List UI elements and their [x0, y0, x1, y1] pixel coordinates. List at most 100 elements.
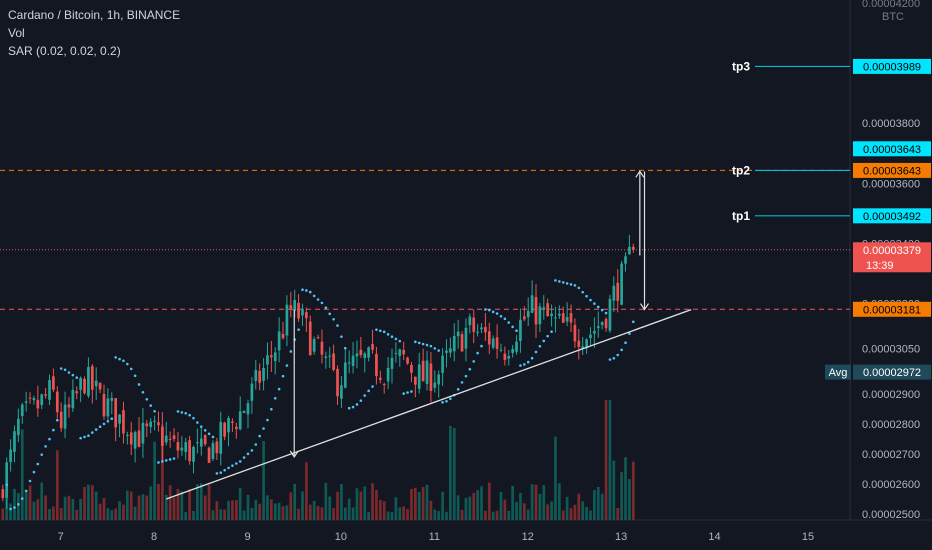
candle-body[interactable]: [122, 410, 125, 434]
candle-body[interactable]: [83, 378, 86, 394]
candle-body[interactable]: [17, 418, 20, 436]
candle-body[interactable]: [340, 385, 343, 399]
candle-body[interactable]: [234, 426, 238, 430]
candle-body[interactable]: [219, 421, 223, 454]
candle-body[interactable]: [367, 347, 370, 358]
candle-body[interactable]: [110, 397, 114, 401]
candle-body[interactable]: [624, 256, 627, 264]
candle-body[interactable]: [460, 334, 464, 352]
candle-body[interactable]: [250, 383, 254, 401]
candle-body[interactable]: [90, 366, 94, 390]
candle-body[interactable]: [538, 306, 542, 325]
candle-body[interactable]: [63, 404, 67, 429]
time-axis[interactable]: 7 8 9 10 11 12 13 14 15: [58, 531, 814, 543]
candle-body[interactable]: [589, 334, 592, 339]
candle-body[interactable]: [180, 447, 184, 451]
candle-body[interactable]: [246, 403, 250, 415]
candle-body[interactable]: [188, 440, 191, 462]
candle-body[interactable]: [176, 441, 180, 451]
candle-body[interactable]: [515, 341, 518, 352]
candle-body[interactable]: [231, 421, 234, 423]
candle-body[interactable]: [281, 333, 285, 339]
candle-body[interactable]: [378, 377, 382, 380]
candle-body[interactable]: [526, 310, 530, 318]
candle-body[interactable]: [332, 353, 335, 370]
candle-body[interactable]: [390, 357, 394, 369]
candle-body[interactable]: [137, 430, 141, 447]
candle-body[interactable]: [421, 360, 425, 382]
candle-body[interactable]: [464, 327, 468, 349]
candle-body[interactable]: [266, 355, 269, 365]
candle-body[interactable]: [468, 316, 472, 326]
candle-body[interactable]: [425, 360, 429, 384]
candle-body[interactable]: [67, 404, 71, 408]
candle-body[interactable]: [456, 331, 460, 337]
candle-body[interactable]: [608, 298, 612, 331]
candle-body[interactable]: [44, 394, 47, 396]
candle-body[interactable]: [507, 356, 511, 359]
candle-body[interactable]: [561, 313, 565, 323]
candle-body[interactable]: [600, 322, 604, 326]
candle-body[interactable]: [1, 489, 5, 498]
candle-body[interactable]: [472, 317, 476, 332]
candle-body[interactable]: [343, 362, 347, 388]
candle-body[interactable]: [28, 397, 32, 399]
candle-body[interactable]: [168, 438, 172, 440]
candle-body[interactable]: [145, 423, 149, 427]
candle-body[interactable]: [316, 337, 320, 339]
candle-body[interactable]: [596, 326, 600, 328]
candle-body[interactable]: [371, 344, 374, 350]
candle-body[interactable]: [433, 382, 437, 388]
candle-body[interactable]: [429, 363, 433, 392]
candle-body[interactable]: [355, 353, 359, 357]
candle-body[interactable]: [254, 370, 258, 381]
candle-body[interactable]: [196, 442, 199, 444]
candle-body[interactable]: [199, 438, 203, 447]
candle-body[interactable]: [359, 349, 363, 355]
candle-body[interactable]: [550, 313, 553, 317]
candle-body[interactable]: [499, 349, 503, 351]
candle-body[interactable]: [13, 431, 16, 452]
candle-body[interactable]: [312, 339, 316, 352]
candle-body[interactable]: [79, 378, 82, 390]
candle-body[interactable]: [129, 432, 133, 445]
candle-body[interactable]: [172, 435, 176, 439]
candle-body[interactable]: [285, 304, 289, 336]
candle-body[interactable]: [573, 324, 577, 342]
candle-body[interactable]: [227, 418, 230, 433]
candle-body[interactable]: [406, 357, 409, 364]
candle-body[interactable]: [631, 246, 635, 250]
candle-body[interactable]: [149, 421, 153, 428]
candle-body[interactable]: [577, 340, 581, 347]
candle-body[interactable]: [20, 404, 24, 417]
candle-body[interactable]: [593, 330, 596, 334]
candle-body[interactable]: [238, 411, 242, 430]
candle-body[interactable]: [184, 442, 188, 452]
candle-body[interactable]: [414, 376, 417, 385]
candle-body[interactable]: [417, 364, 421, 389]
candle-body[interactable]: [293, 300, 297, 311]
candle-body[interactable]: [620, 263, 623, 305]
candle-body[interactable]: [394, 352, 398, 354]
candle-body[interactable]: [522, 316, 526, 320]
candle-body[interactable]: [604, 318, 608, 329]
candle-body[interactable]: [75, 391, 79, 394]
candle-body[interactable]: [530, 295, 534, 313]
candle-body[interactable]: [484, 327, 487, 333]
candle-body[interactable]: [612, 285, 616, 301]
candle-body[interactable]: [98, 382, 102, 390]
candle-body[interactable]: [55, 391, 59, 413]
candle-body[interactable]: [386, 367, 390, 382]
candle-body[interactable]: [87, 366, 90, 396]
candle-body[interactable]: [305, 312, 308, 319]
candle-body[interactable]: [40, 394, 44, 405]
candle-body[interactable]: [157, 422, 160, 426]
candle-body[interactable]: [141, 422, 145, 444]
candle-body[interactable]: [48, 380, 51, 400]
candle-body[interactable]: [258, 370, 262, 383]
candle-body[interactable]: [320, 341, 324, 355]
candle-body[interactable]: [375, 353, 378, 377]
candle-body[interactable]: [542, 307, 546, 310]
candle-body[interactable]: [106, 398, 110, 417]
